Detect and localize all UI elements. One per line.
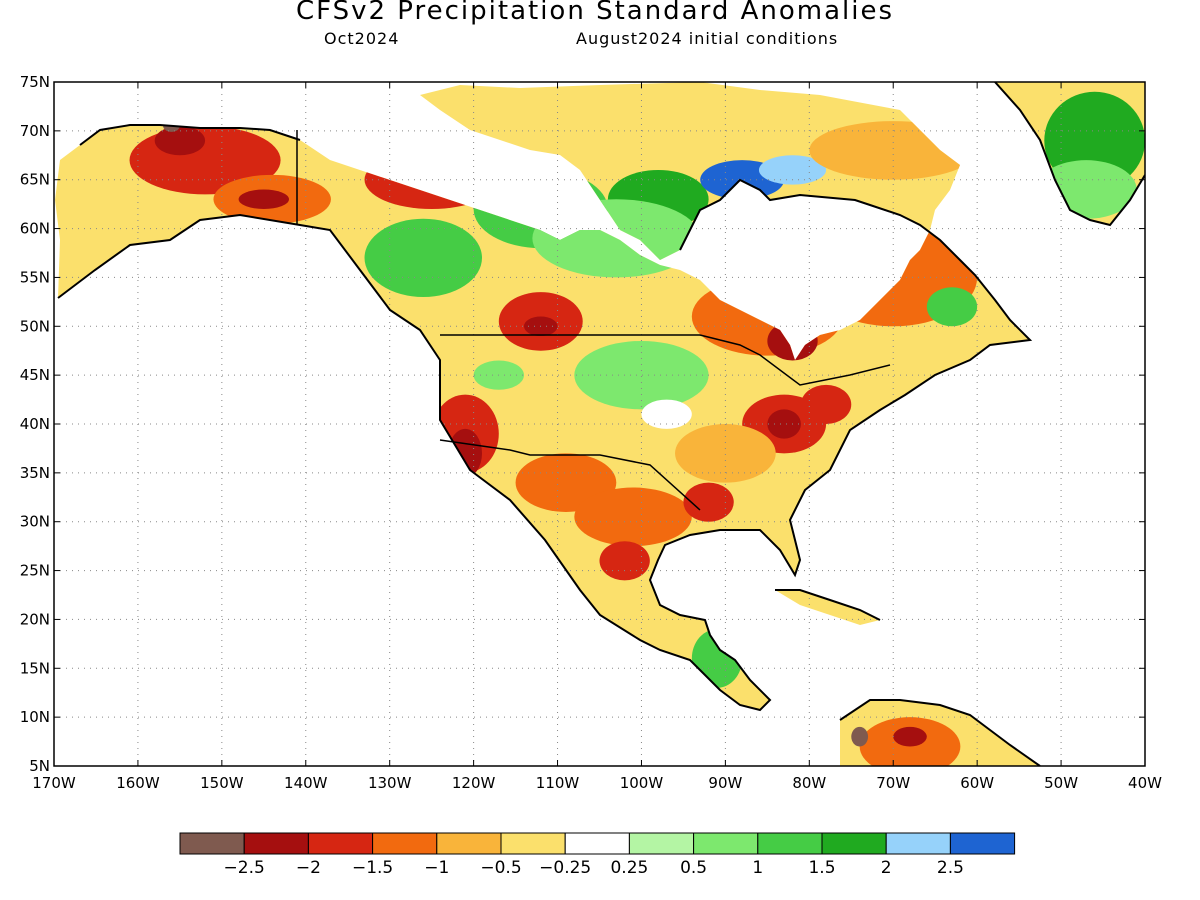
colorbar-label: −1 (424, 858, 449, 878)
lon-label: 40W (1128, 774, 1162, 792)
anomaly-region (767, 409, 801, 439)
lon-label: 50W (1044, 774, 1078, 792)
colorbar-swatch (821, 832, 887, 855)
anomaly-region (154, 125, 206, 156)
colorbar-swatch (372, 832, 438, 855)
lat-label: 25N (20, 562, 50, 580)
lat-label: 75N (20, 73, 50, 91)
lon-label: 70W (876, 774, 910, 792)
colorbar-labels: −2.5 −2 −1.5 −1 −0.5 −0.25 0.25 0.5 1 1.5 2 2.5 (224, 858, 964, 878)
lat-label: 65N (20, 171, 50, 189)
lon-label: 130W (368, 774, 412, 792)
gridlines (54, 82, 1145, 766)
colorbar-label: 2 (881, 858, 892, 878)
lat-label: 50N (20, 317, 50, 335)
frame-ticks (53, 81, 1146, 767)
anomaly-region (574, 340, 709, 410)
lon-label: 60W (960, 774, 994, 792)
colorbar-label: 1 (752, 858, 763, 878)
longitude-labels: 170W 160W 150W 140W 130W 120W 110W 100W 90W 80W 70… (32, 774, 1162, 792)
lat-label: 55N (20, 268, 50, 286)
colorbar-swatch (757, 832, 823, 855)
anomaly-region (683, 482, 734, 522)
colorbar-label: 2.5 (937, 858, 964, 878)
lat-label: 20N (20, 610, 50, 628)
colorbar-swatch (500, 832, 566, 855)
valid-period-label: Oct2024 (324, 29, 400, 48)
colorbar-swatch (307, 832, 374, 855)
anomaly-region (893, 726, 927, 747)
colorbar-swatch (179, 832, 245, 855)
lat-label: 60N (20, 220, 50, 238)
latitude-labels: 75N 70N 65N 60N 55N 50N 45N 40N 35N 30N 25N 20N 15N 1… (20, 73, 50, 775)
colorbar-swatch (949, 832, 1016, 855)
anomaly-region (675, 424, 776, 483)
initial-conditions-label: August2024 initial conditions (576, 29, 839, 48)
lon-label: 170W (32, 774, 76, 792)
colorbar-label: 0.5 (680, 858, 707, 878)
lat-label: 40N (20, 415, 50, 433)
colorbar-swatch (436, 832, 502, 855)
lon-label: 140W (284, 774, 328, 792)
lon-label: 100W (620, 774, 664, 792)
colorbar-label: −0.5 (480, 858, 521, 878)
anomaly-region (800, 384, 852, 425)
lat-label: 10N (20, 708, 50, 726)
colorbar-label: −2.5 (224, 858, 265, 878)
colorbar-swatch (628, 832, 695, 855)
anomaly-region (926, 287, 978, 327)
colorbar-label: −1.5 (352, 858, 393, 878)
anomaly-region (574, 487, 692, 547)
lon-label: 110W (536, 774, 580, 792)
colorbar-swatch (564, 832, 630, 855)
colorbar-label: −2 (296, 858, 321, 878)
lon-label: 160W (116, 774, 160, 792)
lat-label: 70N (20, 122, 50, 140)
colorbar (179, 832, 1016, 855)
lat-label: 15N (20, 659, 50, 677)
lon-label: 80W (792, 774, 826, 792)
lat-label: 45N (20, 366, 50, 384)
lat-label: 5N (29, 757, 50, 775)
lon-label: 90W (708, 774, 742, 792)
colorbar-swatch (885, 832, 951, 855)
colorbar-label: −0.25 (539, 858, 591, 878)
colorbar-swatch (243, 832, 309, 855)
anomaly-region (599, 541, 650, 581)
lon-label: 120W (452, 774, 496, 792)
map-border (53, 81, 1146, 767)
map-title: CFSv2 Precipitation Standard Anomalies (295, 0, 895, 26)
coastlines (57, 82, 1145, 766)
anomaly-region (758, 155, 827, 185)
colorbar-swatch (693, 832, 759, 855)
colorbar-label: 0.25 (610, 858, 648, 878)
lon-label: 150W (200, 774, 244, 792)
anomaly-region (851, 726, 869, 747)
lat-label: 30N (20, 513, 50, 531)
anomaly-region (364, 218, 483, 297)
lat-label: 35N (20, 464, 50, 482)
colorbar-label: 1.5 (808, 858, 835, 878)
political-boundaries (296, 130, 891, 511)
anomaly-region (238, 189, 289, 210)
anomaly-region (641, 399, 692, 429)
